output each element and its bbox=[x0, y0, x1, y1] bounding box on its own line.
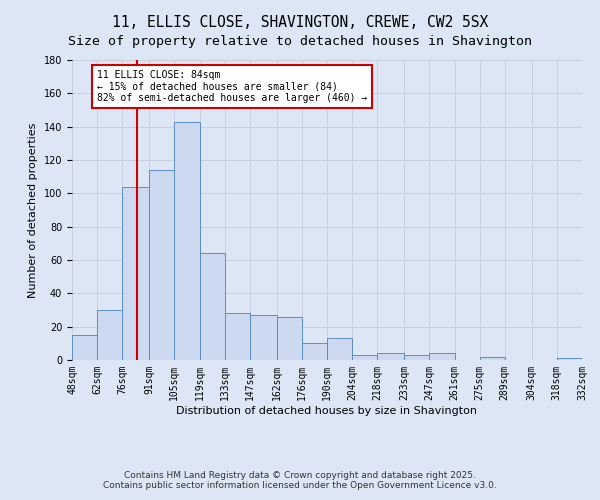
Text: Contains HM Land Registry data © Crown copyright and database right 2025.
Contai: Contains HM Land Registry data © Crown c… bbox=[103, 470, 497, 490]
Bar bbox=[557, 358, 582, 360]
Bar bbox=[430, 354, 455, 360]
Bar bbox=[149, 170, 175, 360]
Bar bbox=[199, 254, 224, 360]
Bar bbox=[224, 314, 250, 360]
Text: 11, ELLIS CLOSE, SHAVINGTON, CREWE, CW2 5SX: 11, ELLIS CLOSE, SHAVINGTON, CREWE, CW2 … bbox=[112, 15, 488, 30]
Bar bbox=[377, 354, 404, 360]
Text: Size of property relative to detached houses in Shavington: Size of property relative to detached ho… bbox=[68, 35, 532, 48]
Y-axis label: Number of detached properties: Number of detached properties bbox=[28, 122, 38, 298]
Bar bbox=[250, 315, 277, 360]
X-axis label: Distribution of detached houses by size in Shavington: Distribution of detached houses by size … bbox=[176, 406, 478, 415]
Bar bbox=[97, 310, 122, 360]
Bar bbox=[72, 335, 97, 360]
Text: 11 ELLIS CLOSE: 84sqm
← 15% of detached houses are smaller (84)
82% of semi-deta: 11 ELLIS CLOSE: 84sqm ← 15% of detached … bbox=[97, 70, 367, 103]
Bar bbox=[404, 355, 430, 360]
Bar bbox=[352, 355, 377, 360]
Bar bbox=[277, 316, 302, 360]
Bar bbox=[327, 338, 352, 360]
Bar bbox=[479, 356, 505, 360]
Bar bbox=[302, 344, 327, 360]
Bar bbox=[122, 186, 149, 360]
Bar bbox=[175, 122, 199, 360]
